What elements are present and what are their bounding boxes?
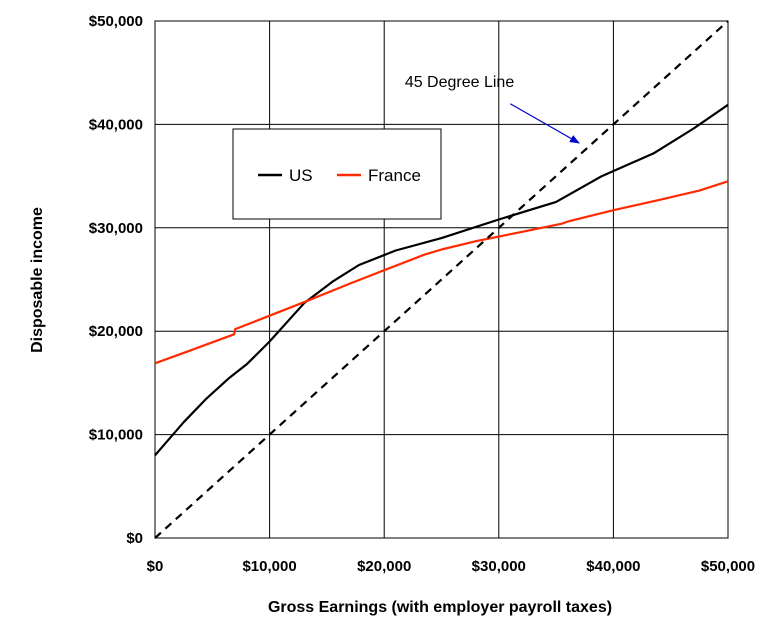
y-tick-label: $50,000 (89, 13, 143, 30)
x-axis-label: Gross Earnings (with employer payroll ta… (268, 599, 612, 616)
y-axis-ticks: $0 $10,000 $20,000 $30,000 $40,000 $50,000 (89, 13, 143, 547)
y-axis-label: Disposable income (29, 207, 46, 353)
x-tick-label: $30,000 (472, 558, 526, 575)
y-tick-label: $0 (126, 530, 143, 547)
x-tick-label: $40,000 (586, 558, 640, 575)
x-tick-label: $10,000 (242, 558, 296, 575)
series-line-france (154, 180, 729, 365)
x-axis-ticks: $0 $10,000 $20,000 $30,000 $40,000 $50,000 (147, 558, 755, 575)
series-line-45-degree (154, 20, 729, 539)
annotation-45-degree-line: 45 Degree Line (405, 74, 515, 91)
y-tick-label: $20,000 (89, 323, 143, 340)
x-tick-label: $20,000 (357, 558, 411, 575)
legend-label-france: France (368, 166, 421, 185)
plot-frame (154, 20, 729, 539)
legend: US France (232, 128, 442, 220)
legend-label-us: US (289, 166, 313, 185)
y-tick-label: $10,000 (89, 427, 143, 444)
series-line-us (154, 103, 729, 457)
annotation-group: 45 Degree Line (405, 74, 580, 144)
y-tick-label: $30,000 (89, 220, 143, 237)
annotation-arrow (509, 103, 580, 144)
series-group (154, 20, 729, 539)
y-tick-label: $40,000 (89, 116, 143, 133)
x-tick-label: $0 (147, 558, 164, 575)
x-tick-label: $50,000 (701, 558, 755, 575)
